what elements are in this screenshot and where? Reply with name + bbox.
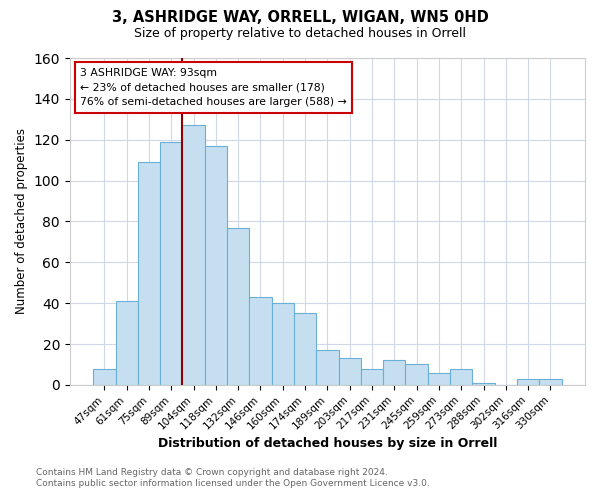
Text: 3, ASHRIDGE WAY, ORRELL, WIGAN, WN5 0HD: 3, ASHRIDGE WAY, ORRELL, WIGAN, WN5 0HD [112, 10, 488, 25]
Bar [116, 301, 138, 385]
Bar [250, 297, 272, 385]
Bar [182, 126, 205, 385]
Bar [316, 350, 338, 385]
Text: Size of property relative to detached houses in Orrell: Size of property relative to detached ho… [134, 28, 466, 40]
Bar [539, 378, 562, 385]
Bar [383, 360, 406, 385]
Bar [338, 358, 361, 385]
Bar [272, 303, 294, 385]
Bar [227, 228, 250, 385]
Bar [294, 314, 316, 385]
Bar [517, 378, 539, 385]
Bar [205, 146, 227, 385]
Bar [160, 142, 182, 385]
Bar [138, 162, 160, 385]
Bar [93, 368, 116, 385]
Text: 3 ASHRIDGE WAY: 93sqm
← 23% of detached houses are smaller (178)
76% of semi-det: 3 ASHRIDGE WAY: 93sqm ← 23% of detached … [80, 68, 347, 108]
Bar [361, 368, 383, 385]
Text: Contains HM Land Registry data © Crown copyright and database right 2024.
Contai: Contains HM Land Registry data © Crown c… [36, 468, 430, 487]
Bar [406, 364, 428, 385]
X-axis label: Distribution of detached houses by size in Orrell: Distribution of detached houses by size … [158, 437, 497, 450]
Bar [472, 383, 494, 385]
Y-axis label: Number of detached properties: Number of detached properties [15, 128, 28, 314]
Bar [450, 368, 472, 385]
Bar [428, 372, 450, 385]
